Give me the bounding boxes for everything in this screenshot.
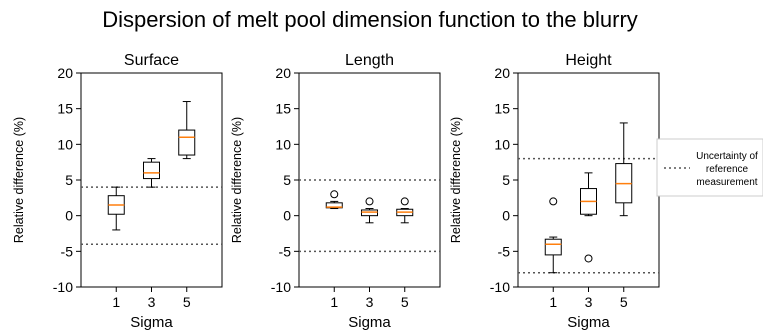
box-sigma-3	[143, 158, 160, 188]
box-sigma-3	[361, 197, 378, 224]
outlier-point	[400, 197, 409, 206]
iqr-box	[178, 129, 196, 156]
x-tick-label: 5	[620, 294, 628, 310]
outlier-point	[330, 190, 339, 199]
x-axis-label: Sigma	[348, 314, 391, 331]
outlier-point	[549, 197, 558, 206]
x-tick-label: 3	[366, 294, 374, 310]
legend-text-line-2: reference	[706, 164, 749, 175]
y-tick-label: 20	[57, 65, 73, 81]
y-tick-label: 10	[57, 136, 73, 152]
figure-title: Dispersion of melt pool dimension functi…	[102, 7, 638, 32]
y-tick-label: 5	[283, 172, 291, 188]
x-tick-label: 1	[112, 294, 120, 310]
box-sigma-5	[615, 122, 633, 217]
legend: Uncertainty of reference measurement	[656, 138, 763, 197]
box-sigma-3	[580, 172, 597, 263]
panel-title: Height	[565, 52, 612, 69]
y-tick-label: -10	[490, 279, 510, 295]
x-tick-label: 3	[585, 294, 593, 310]
legend-text-line-1: Uncertainty of	[696, 151, 758, 162]
y-tick-label: 10	[275, 136, 291, 152]
box-sigma-1	[544, 197, 562, 274]
outlier-point	[584, 254, 593, 263]
x-tick-label: 5	[401, 294, 409, 310]
outlier-point	[365, 197, 374, 206]
y-tick-label: -5	[498, 243, 511, 259]
y-tick-label: 20	[275, 65, 291, 81]
y-tick-label: 0	[65, 208, 73, 224]
y-tick-label: 20	[494, 65, 510, 81]
box-sigma-5	[178, 101, 196, 160]
x-tick-label: 1	[330, 294, 338, 310]
x-tick-label: 5	[183, 294, 191, 310]
x-tick-label: 1	[549, 294, 557, 310]
x-tick-label: 3	[148, 294, 156, 310]
y-tick-label: 5	[65, 172, 73, 188]
x-axis-label: Sigma	[130, 314, 173, 331]
y-tick-label: 5	[502, 172, 510, 188]
box-sigma-5	[396, 197, 414, 224]
y-tick-label: 15	[275, 101, 291, 117]
iqr-box	[143, 161, 160, 180]
box-sigma-1	[325, 190, 343, 210]
panel-title: Length	[345, 52, 394, 69]
y-tick-label: 15	[494, 101, 510, 117]
y-tick-label: 0	[502, 208, 510, 224]
y-tick-label: -10	[53, 279, 73, 295]
y-axis-label: Relative difference (%)	[449, 117, 463, 243]
iqr-box	[544, 238, 562, 256]
y-tick-label: -10	[271, 279, 291, 295]
box-sigma-1	[107, 186, 125, 231]
y-tick-label: 15	[57, 101, 73, 117]
y-axis-label: Relative difference (%)	[230, 117, 244, 243]
y-tick-label: 0	[283, 208, 291, 224]
x-axis-label: Sigma	[567, 314, 610, 331]
y-tick-label: -5	[279, 243, 292, 259]
legend-text-line-3: measurement	[696, 177, 757, 188]
y-tick-label: 10	[494, 136, 510, 152]
panel-title: Surface	[124, 52, 179, 69]
y-axis-label: Relative difference (%)	[12, 117, 26, 243]
y-tick-label: -5	[61, 243, 74, 259]
